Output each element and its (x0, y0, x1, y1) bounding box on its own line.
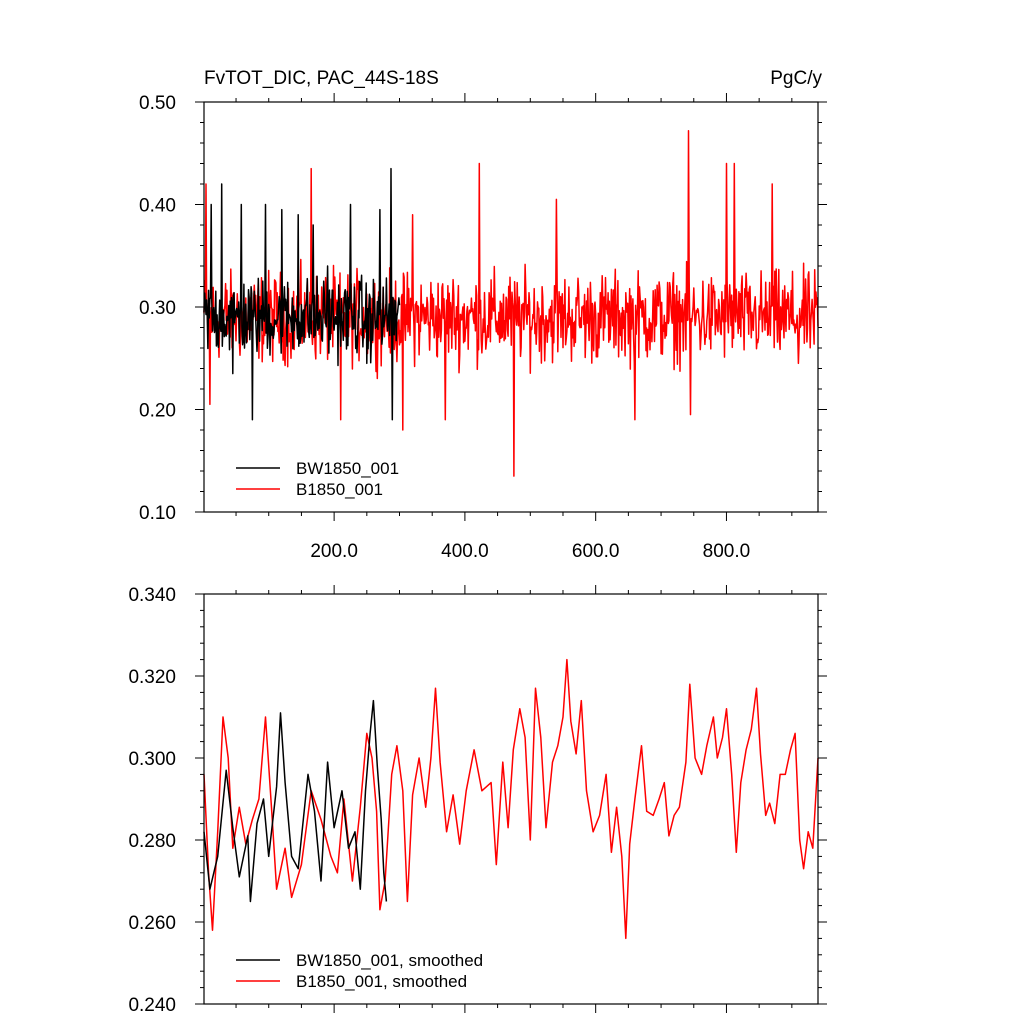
bottom-ytick-label: 0.240 (128, 995, 176, 1016)
top-panel: FvTOT_DIC, PAC_44S-18S PgC/y 0.10 0.20 0.3… (139, 68, 827, 562)
bottom-legend-label: BW1850_001, smoothed (296, 951, 483, 970)
bottom-series-bw1850-001-smoothed (203, 699, 388, 903)
top-ytick-label: 0.30 (139, 298, 176, 319)
bottom-axes-group: 0.240 0.260 0.280 0.300 0.320 0.340 (128, 585, 827, 1016)
top-series-group (203, 129, 819, 477)
bottom-series-b1850-001-smoothed (203, 658, 819, 940)
top-series-b1850-001 (203, 129, 819, 477)
bottom-ytick-label: 0.300 (128, 749, 176, 770)
bottom-ytick-label: 0.320 (128, 667, 176, 688)
top-panel-title: FvTOT_DIC, PAC_44S-18S (204, 68, 439, 89)
top-panel-units: PgC/y (770, 68, 822, 89)
bottom-ytick-label: 0.260 (128, 913, 176, 934)
top-legend: BW1850_001 B1850_001 (236, 459, 399, 499)
top-ytick-label: 0.50 (139, 93, 176, 114)
top-plot-frame (203, 101, 819, 513)
bottom-legend-label: B1850_001, smoothed (296, 972, 467, 991)
bottom-series-group (203, 658, 819, 940)
top-ytick-label: 0.20 (139, 401, 176, 422)
bottom-panel: 0.240 0.260 0.280 0.300 0.320 0.340 BW1850_00… (128, 585, 827, 1016)
bottom-ytick-label: 0.340 (128, 585, 176, 606)
top-ytick-label: 0.40 (139, 196, 176, 217)
top-legend-label: BW1850_001 (296, 459, 399, 478)
bottom-legend: BW1850_001, smoothed B1850_001, smoothed (236, 951, 483, 991)
top-ytick-label: 0.10 (139, 503, 176, 524)
top-xtick-label: 400.0 (441, 541, 489, 562)
bottom-ytick-label: 0.280 (128, 831, 176, 852)
top-xtick-label: 600.0 (572, 541, 620, 562)
bottom-plot-frame (203, 593, 819, 1005)
top-xtick-label: 200.0 (310, 541, 358, 562)
top-legend-label: B1850_001 (296, 480, 383, 499)
top-axes-group: 0.10 0.20 0.30 0.40 0.50 200.0 400.0 600.0 800.0 (139, 93, 827, 562)
top-series-bw1850-001 (203, 167, 401, 421)
top-xtick-label: 800.0 (703, 541, 751, 562)
